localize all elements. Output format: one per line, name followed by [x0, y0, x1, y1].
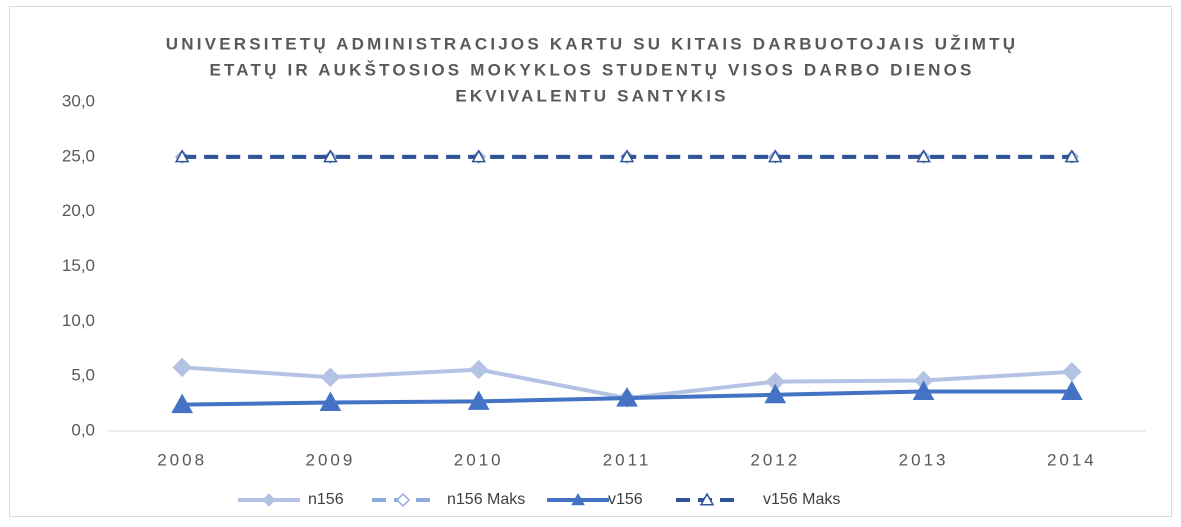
marker	[172, 357, 192, 378]
y-tick-label: 15,0	[62, 256, 95, 275]
legend-label: v156	[608, 491, 643, 508]
marker	[912, 380, 935, 401]
legend-marker	[262, 493, 276, 507]
marker	[616, 387, 638, 407]
marker	[467, 390, 490, 410]
x-tick-label: 2010	[454, 450, 504, 469]
legend-marker	[571, 492, 585, 506]
marker	[1064, 149, 1080, 163]
marker	[323, 149, 338, 163]
chart-title: UNIVERSITETŲ ADMINISTRACIJOS KARTU SU KI…	[166, 34, 1018, 53]
y-tick-label: 10,0	[62, 311, 95, 330]
marker	[469, 359, 489, 380]
y-tick-label: 20,0	[62, 201, 95, 220]
chart-title: EKVIVALENTU SANTYKIS	[455, 86, 728, 105]
chart-border	[9, 6, 1172, 517]
chart-title: ETATŲ IR AUKŠTOSIOS MOKYKLOS STUDENTŲ VI…	[209, 60, 974, 79]
y-tick-label: 30,0	[62, 91, 95, 110]
marker	[319, 391, 342, 411]
marker	[174, 149, 190, 163]
y-tick-label: 5,0	[71, 366, 95, 385]
legend-label: v156 Maks	[763, 491, 840, 508]
marker	[768, 149, 783, 163]
marker	[171, 393, 193, 414]
x-tick-label: 2008	[157, 450, 207, 469]
x-tick-label: 2014	[1047, 450, 1097, 469]
legend-label: n156	[308, 491, 344, 508]
legend-marker	[699, 492, 715, 506]
legend-label: n156 Maks	[447, 491, 525, 508]
marker	[1061, 380, 1083, 401]
marker	[471, 149, 486, 163]
x-tick-label: 2009	[306, 450, 356, 469]
y-tick-label: 25,0	[62, 146, 95, 165]
x-tick-label: 2013	[899, 450, 949, 469]
y-tick-label: 0,0	[71, 420, 95, 439]
marker	[916, 149, 931, 163]
marker	[320, 367, 341, 387]
x-tick-label: 2012	[750, 450, 800, 469]
marker	[764, 383, 787, 404]
x-tick-label: 2011	[603, 450, 652, 469]
legend-marker	[395, 492, 411, 508]
marker	[619, 149, 635, 163]
